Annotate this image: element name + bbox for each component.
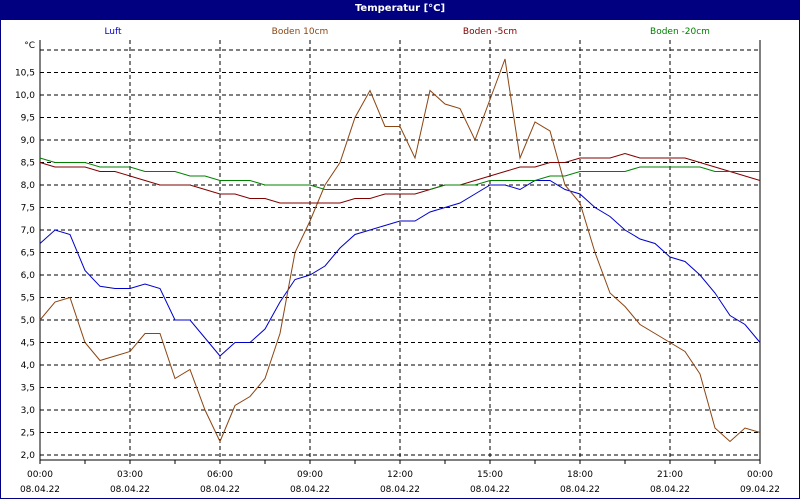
x-tick-time: 12:00 [387, 470, 413, 480]
series-lines [39, 58, 761, 443]
y-tick-label: 3,0 [21, 406, 36, 416]
y-tick-label: 7,0 [21, 226, 36, 236]
y-tick-label: 8,5 [21, 159, 35, 169]
y-tick-label: 10,5 [15, 69, 35, 79]
y-tick-label: 6,0 [21, 271, 36, 281]
series-line [39, 180, 761, 357]
x-tick-date: 08.04.22 [650, 485, 690, 495]
x-tick-date: 08.04.22 [290, 485, 330, 495]
x-tick-date: 09.04.22 [740, 485, 780, 495]
x-tick-date: 08.04.22 [110, 485, 150, 495]
legend-item: Boden -5cm [463, 27, 517, 37]
x-tick-time: 18:00 [567, 470, 593, 480]
grid [40, 40, 760, 460]
legend-item: Boden -20cm [650, 27, 710, 37]
y-tick-label: 5,0 [21, 316, 36, 326]
y-tick-label: 4,0 [21, 361, 36, 371]
x-tick-time: 06:00 [207, 470, 233, 480]
y-tick-label: 7,5 [21, 204, 35, 214]
x-tick-date: 08.04.22 [20, 485, 60, 495]
x-tick-date: 08.04.22 [470, 485, 510, 495]
x-tick-date: 08.04.22 [380, 485, 420, 495]
y-tick-label: 8,0 [21, 181, 36, 191]
x-tick-time: 15:00 [477, 470, 503, 480]
x-tick-date: 08.04.22 [560, 485, 600, 495]
x-tick-date: 08.04.22 [200, 485, 240, 495]
y-tick-label: 2,5 [21, 429, 35, 439]
series-line [39, 157, 760, 190]
x-tick-time: 09:00 [297, 470, 323, 480]
y-axis-unit: °C [24, 41, 35, 51]
x-tick-time: 00:00 [747, 470, 773, 480]
x-tick-time: 00:00 [27, 470, 53, 480]
legend-item: Luft [104, 27, 122, 37]
y-tick-label: 5,5 [21, 294, 35, 304]
y-tick-label: 9,5 [21, 114, 35, 124]
chart-title: Temperatur [°C] [0, 0, 800, 20]
x-tick-time: 21:00 [657, 470, 683, 480]
axes: 2,0 2,5 3,0 3,5 4,0 4,5 5,0 5,5 6,0 6,5 7,0 7,5 8,0 8… [15, 40, 780, 495]
x-tick-time: 03:00 [117, 470, 143, 480]
legend-item: Boden 10cm [272, 27, 329, 37]
legend: Luft Boden 10cm Boden -5cm Boden -20cm [104, 27, 710, 37]
y-tick-label: 9,0 [21, 136, 36, 146]
y-tick-label: 3,5 [21, 384, 35, 394]
y-tick-label: 2,0 [21, 451, 36, 461]
y-tick-label: 6,5 [21, 249, 35, 259]
series-line [39, 152, 761, 204]
series-line [39, 58, 761, 443]
y-tick-label: 4,5 [21, 339, 35, 349]
y-tick-label: 10,0 [15, 91, 35, 101]
